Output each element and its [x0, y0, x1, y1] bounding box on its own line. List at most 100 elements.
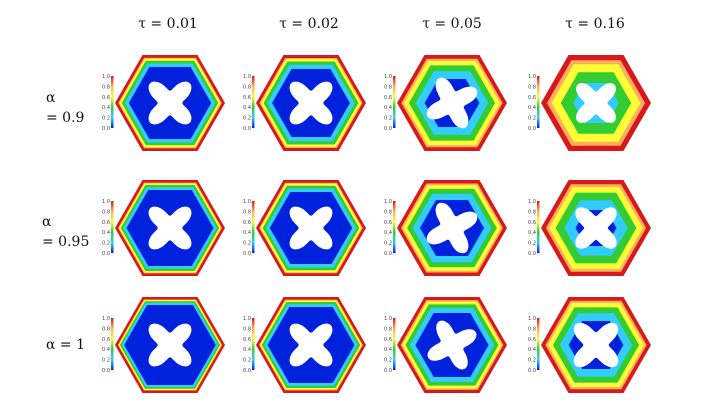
solid-particle-shape — [289, 81, 333, 125]
colorbar-tick-label: 0.6 — [243, 95, 251, 101]
colorbar-tick-label: 0.8 — [243, 326, 251, 332]
row-label-line2: = 0.95 — [42, 234, 90, 250]
colorbar-tick-label: 0.0 — [528, 251, 536, 257]
solid-particle-shape — [426, 77, 478, 129]
colorbar-tick-label: 0.0 — [102, 126, 110, 132]
colorbar — [537, 201, 540, 253]
colorbar-tick-label: 1.0 — [243, 316, 251, 322]
colorbar-tick-label: 0.2 — [528, 116, 536, 122]
colorbar-tick-label: 0.6 — [384, 95, 392, 101]
solid-particle-shape — [576, 83, 616, 123]
simulation-panel: 1.0 0.8 0.6 0.4 0.2 0.0 — [243, 297, 366, 393]
colorbar-tick-label: 0.4 — [243, 105, 251, 111]
solid-particle-shape — [148, 323, 192, 367]
colorbar-tick-label: 0.8 — [243, 84, 251, 90]
colorbar-tick-label: 0.8 — [384, 209, 392, 215]
colorbar-tick-label: 0.6 — [528, 95, 536, 101]
colorbar-tick-label: 0.8 — [528, 84, 536, 90]
simulation-panel: 1.0 0.8 0.6 0.4 0.2 0.0 — [528, 55, 651, 151]
colorbar-tick-label: 0.2 — [384, 358, 392, 364]
colorbar-tick-label: 0.8 — [528, 326, 536, 332]
colorbar-tick-label: 0.0 — [384, 368, 392, 374]
colorbar-tick-label: 1.0 — [528, 316, 536, 322]
colorbar-tick-label: 0.0 — [384, 126, 392, 132]
column-label-tau-0.05: τ = 0.05 — [422, 16, 482, 32]
colorbar-tick-label: 0.6 — [102, 220, 110, 226]
row-label-alpha-0.95: α = 0.95 — [42, 212, 89, 252]
colorbar-tick-label: 0.2 — [384, 116, 392, 122]
colorbar-tick-label: 0.0 — [528, 368, 536, 374]
simulation-panel: 1.0 0.8 0.6 0.4 0.2 0.0 — [528, 297, 651, 393]
colorbar-tick-label: 0.6 — [528, 220, 536, 226]
colorbar-tick-label: 0.4 — [102, 347, 110, 353]
colorbar-tick-label: 0.8 — [528, 209, 536, 215]
colorbar — [537, 318, 540, 370]
colorbar-tick-label: 1.0 — [528, 199, 536, 205]
colorbar-tick-label: 0.6 — [243, 337, 251, 343]
colorbar-tick-label: 0.2 — [243, 116, 251, 122]
colorbar-tick-label: 0.0 — [243, 368, 251, 374]
row-label-line1: α — [46, 90, 56, 106]
column-label-tau-0.02: τ = 0.02 — [279, 16, 339, 32]
colorbar-tick-label: 0.2 — [102, 358, 110, 364]
column-label-tau-0.01: τ = 0.01 — [138, 16, 198, 32]
colorbar-tick-label: 0.0 — [243, 126, 251, 132]
solid-particle-shape — [426, 202, 478, 254]
colorbar — [252, 76, 255, 128]
colorbar — [537, 76, 540, 128]
colorbar — [111, 201, 114, 253]
colorbar-tick-label: 0.6 — [102, 95, 110, 101]
colorbar-tick-label: 1.0 — [384, 316, 392, 322]
colorbar-tick-label: 0.0 — [102, 251, 110, 257]
colorbar-tick-label: 0.0 — [102, 368, 110, 374]
solid-particle-shape — [148, 206, 192, 250]
colorbar — [393, 76, 396, 128]
colorbar-tick-label: 0.2 — [102, 116, 110, 122]
colorbar-tick-label: 0.6 — [243, 220, 251, 226]
colorbar-tick-label: 0.0 — [243, 251, 251, 257]
colorbar — [252, 318, 255, 370]
solid-particle-shape — [289, 206, 333, 250]
colorbar-tick-label: 0.6 — [384, 220, 392, 226]
colorbar-tick-label: 0.4 — [384, 347, 392, 353]
colorbar — [252, 201, 255, 253]
colorbar-tick-label: 0.4 — [102, 105, 110, 111]
colorbar-tick-label: 0.2 — [243, 241, 251, 247]
colorbar-tick-label: 0.4 — [528, 230, 536, 236]
colorbar-tick-label: 0.4 — [528, 105, 536, 111]
colorbar-tick-label: 0.4 — [384, 105, 392, 111]
colorbar-tick-label: 0.2 — [528, 241, 536, 247]
solid-particle-shape — [575, 207, 617, 249]
colorbar-tick-label: 1.0 — [102, 316, 110, 322]
row-label-line1: α = 1 — [46, 337, 85, 353]
colorbar-tick-label: 0.4 — [384, 230, 392, 236]
colorbar-tick-label: 0.2 — [384, 241, 392, 247]
row-label-line2: = 0.9 — [46, 110, 85, 126]
colorbar-tick-label: 0.2 — [243, 358, 251, 364]
simulation-panel: 1.0 0.8 0.6 0.4 0.2 0.0 — [102, 55, 225, 151]
colorbar-tick-label: 0.4 — [243, 230, 251, 236]
colorbar-tick-label: 0.2 — [102, 241, 110, 247]
colorbar-tick-label: 1.0 — [528, 74, 536, 80]
colorbar-tick-label: 0.6 — [528, 337, 536, 343]
colorbar — [393, 318, 396, 370]
simulation-panel: 1.0 0.8 0.6 0.4 0.2 0.0 — [384, 297, 507, 393]
simulation-panel: 1.0 0.8 0.6 0.4 0.2 0.0 — [243, 55, 366, 151]
colorbar-tick-label: 0.0 — [384, 251, 392, 257]
colorbar-tick-label: 1.0 — [384, 74, 392, 80]
colorbar — [111, 76, 114, 128]
solid-particle-shape — [573, 322, 619, 368]
colorbar-tick-label: 0.8 — [384, 326, 392, 332]
solid-particle-shape — [289, 323, 333, 367]
colorbar-tick-label: 0.8 — [243, 209, 251, 215]
colorbar-tick-label: 1.0 — [384, 199, 392, 205]
simulation-panel: 1.0 0.8 0.6 0.4 0.2 0.0 — [384, 180, 507, 276]
simulation-panel: 1.0 0.8 0.6 0.4 0.2 0.0 — [102, 297, 225, 393]
colorbar-tick-label: 0.8 — [384, 84, 392, 90]
colorbar — [111, 318, 114, 370]
colorbar — [393, 201, 396, 253]
colorbar-tick-label: 1.0 — [243, 199, 251, 205]
row-label-alpha-0.9: α = 0.9 — [46, 88, 84, 128]
simulation-panel: 1.0 0.8 0.6 0.4 0.2 0.0 — [102, 180, 225, 276]
